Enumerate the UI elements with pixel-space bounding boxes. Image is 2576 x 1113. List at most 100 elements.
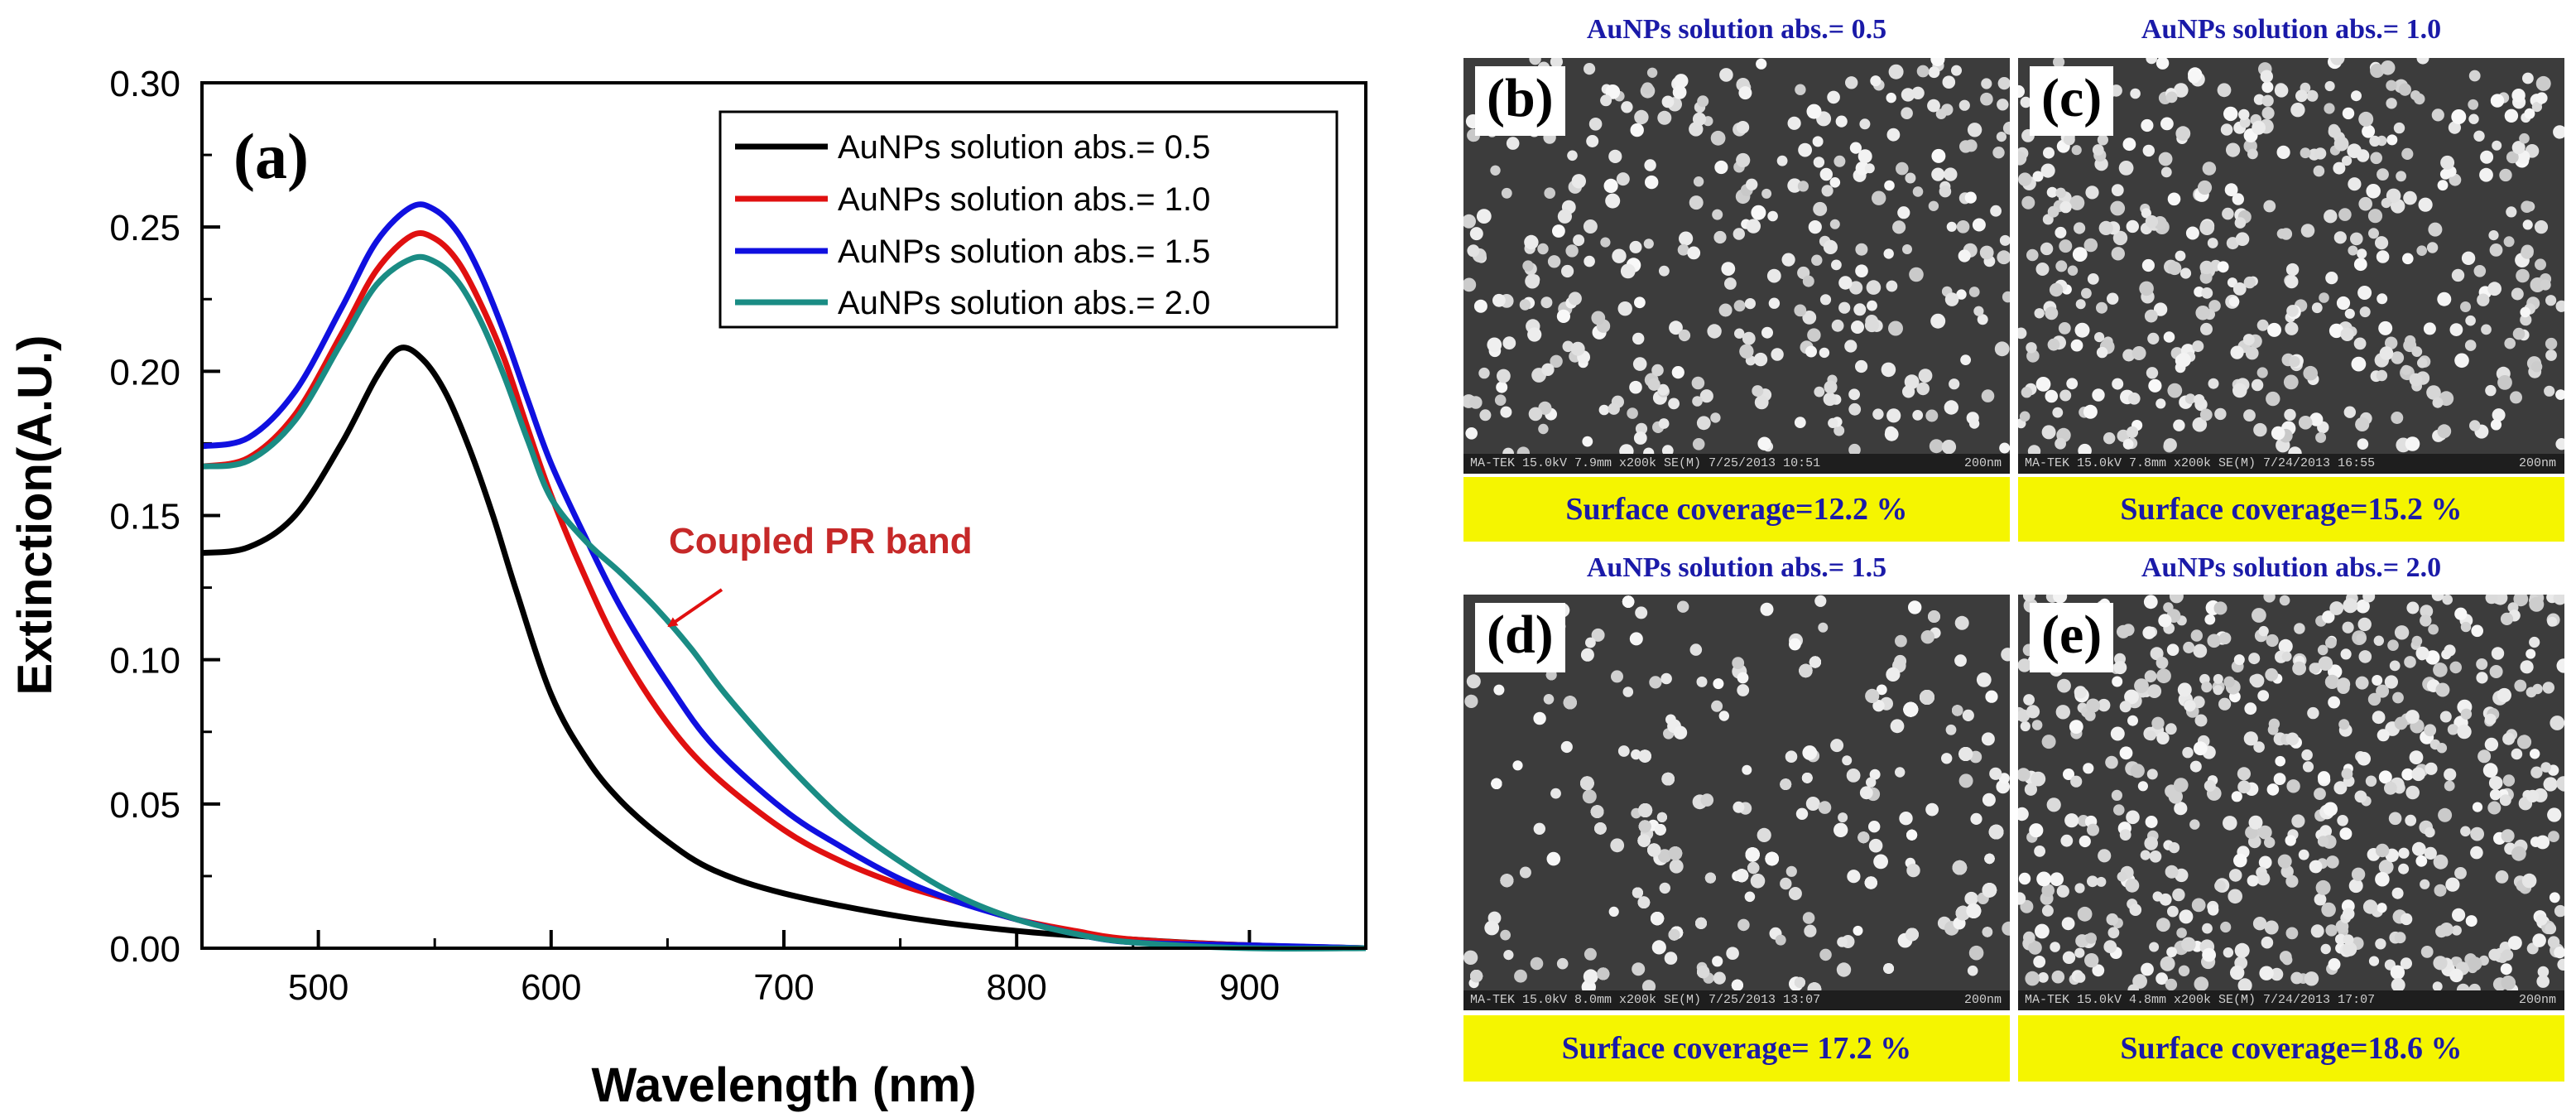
nanoparticle [1718,711,1729,721]
nanoparticle [2411,635,2423,647]
nanoparticle [2250,673,2265,688]
nanoparticle [2362,124,2376,138]
nanoparticle [2122,137,2136,152]
y-tick-label-0: 0.00 [109,929,180,970]
nanoparticle [2222,207,2234,220]
nanoparticle [2358,111,2374,127]
nanoparticle [1550,788,1561,799]
nanoparticle [1958,249,1971,263]
nanoparticle [1814,595,1827,607]
nanoparticle [1901,88,1915,102]
x-tick-label-500: 500 [288,967,348,1008]
nanoparticle [1512,760,1523,771]
nanoparticle [2451,925,2462,936]
nanoparticle [2481,324,2492,335]
nanoparticle [2358,196,2372,211]
nanoparticle [2074,322,2090,338]
nanoparticle [1895,767,1906,778]
nanoparticle [1463,277,1477,292]
nanoparticle [1570,341,1585,356]
nanoparticle [2018,151,2027,166]
nanoparticle [1661,95,1675,108]
nanoparticle [1788,887,1802,900]
nanoparticle [1853,303,1867,316]
nanoparticle [1952,705,1963,716]
nanoparticle [2489,665,2503,678]
nanoparticle [2535,258,2546,271]
nanoparticle [2313,165,2325,177]
nanoparticle [1718,303,1733,317]
nanoparticle [2451,109,2467,124]
nanoparticle [1630,123,1644,137]
nanoparticle [2175,126,2191,142]
nanoparticle [2460,826,2471,837]
nanoparticle [1756,58,1767,70]
nanoparticle [2244,702,2257,716]
nanoparticle [2401,768,2414,781]
nanoparticle [1544,187,1555,199]
nanoparticle [2536,975,2550,988]
nanoparticle [2059,200,2072,214]
nanoparticle [2113,804,2125,816]
nanoparticle [2242,334,2255,346]
nanoparticle [2460,301,2471,312]
nanoparticle [2126,219,2139,234]
nanoparticle [1931,167,1945,181]
nanoparticle [2264,836,2276,848]
nanoparticle [2059,239,2073,253]
nanoparticle [2224,183,2238,197]
nanoparticle [2194,394,2205,406]
nanoparticle [2175,250,2186,262]
nanoparticle [2482,763,2498,778]
nanoparticle [1500,929,1511,941]
nanoparticle [1805,345,1817,358]
nanoparticle [2329,601,2344,615]
nanoparticle [2348,177,2362,191]
sem-info-bar-e: MA-TEK 15.0kV 4.8mm x200k SE(M) 7/24/201… [2018,990,2564,1010]
nanoparticle [1721,262,1736,276]
nanoparticle [1463,950,1478,965]
nanoparticle [1827,90,1840,104]
plot-frame [200,81,1367,950]
nanoparticle [1920,690,1934,705]
nanoparticle [2018,872,2031,885]
nanoparticle [2199,260,2213,275]
nanoparticle [2230,345,2244,359]
nanoparticle [1781,253,1795,267]
nanoparticle [2317,836,2329,847]
nanoparticle [1988,824,2004,840]
nanoparticle [1651,940,1666,955]
nanoparticle [2448,121,2461,134]
nanoparticle [1466,674,1481,689]
nanoparticle [2169,595,2184,604]
nanoparticle [2309,860,2323,874]
nanoparticle [1677,243,1689,256]
nanoparticle [1872,408,1884,420]
nanoparticle [2431,595,2444,601]
nanoparticle [2285,927,2299,940]
nanoparticle [2146,367,2159,379]
nanoparticle [2247,874,2259,887]
nanoparticle [2471,624,2483,638]
nanoparticle [2230,965,2245,980]
nanoparticle [1712,209,1723,220]
nanoparticle [2394,716,2408,730]
nanoparticle [1470,970,1483,983]
nanoparticle [1872,700,1885,712]
nanoparticle [1496,381,1508,393]
nanoparticle [2141,258,2155,272]
nanoparticle [2512,327,2526,340]
nanoparticle [2376,369,2388,382]
nanoparticle [2309,662,2321,674]
nanoparticle [2548,831,2559,842]
nanoparticle [2002,121,2010,135]
nanoparticle [1710,130,1726,146]
nanoparticle [2379,346,2394,360]
nanoparticle [1632,887,1643,899]
nanoparticle [2300,147,2311,159]
nanoparticle [2488,230,2499,241]
nanoparticle [1591,628,1605,642]
nanoparticle [1886,408,1901,423]
nanoparticle [2189,760,2202,773]
nanoparticle [1696,676,1708,687]
